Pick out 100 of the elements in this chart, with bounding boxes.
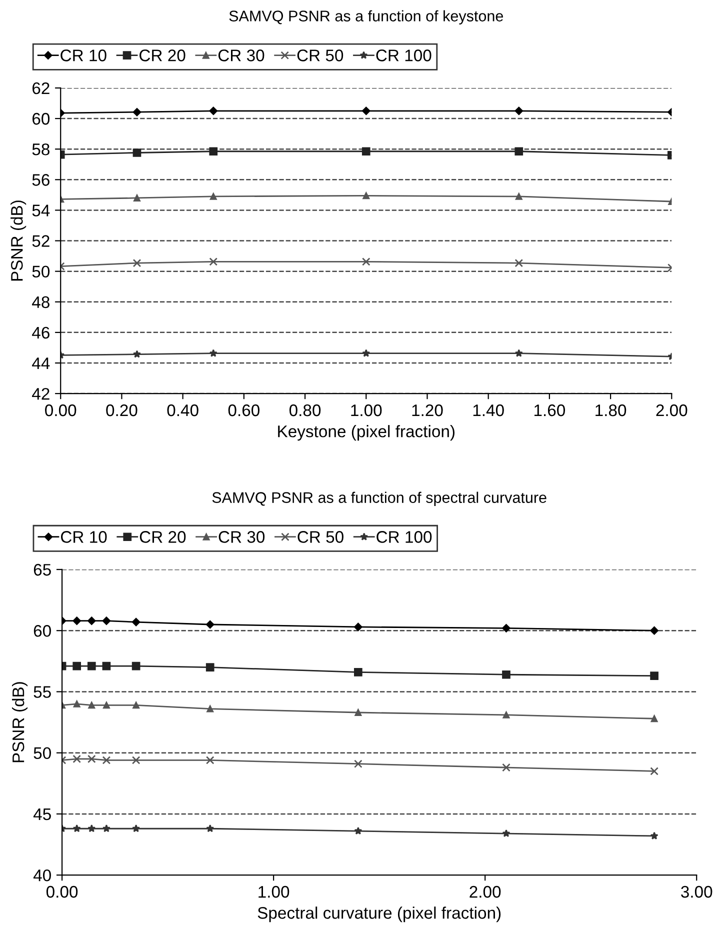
- point: [73, 700, 80, 708]
- y-tick-label: 50: [32, 266, 50, 278]
- point: [206, 824, 214, 832]
- y-tick-label: 44: [32, 358, 50, 370]
- x-axis-title: Keystone (pixel fraction): [278, 425, 454, 441]
- x-tick-label: 0.80: [289, 404, 321, 416]
- legend-label: CR 100: [376, 531, 432, 543]
- point: [502, 711, 510, 718]
- point: [132, 824, 140, 832]
- legend-label: CR 20: [140, 50, 186, 62]
- y-tick-label: 52: [32, 235, 50, 247]
- y-tick-label: 45: [33, 808, 51, 820]
- point: [650, 832, 658, 840]
- point: [502, 670, 510, 679]
- x-tick-label: 0.00: [46, 886, 78, 898]
- y-axis-title: PSNR (dB): [12, 682, 28, 762]
- point: [362, 258, 370, 266]
- y-axis-title: PSNR (dB): [10, 200, 26, 281]
- point: [650, 626, 658, 635]
- point: [650, 715, 658, 722]
- point: [132, 662, 140, 670]
- x-tick-label: 2.00: [470, 886, 501, 898]
- point: [72, 616, 81, 625]
- legend-label: CR 20: [140, 531, 186, 543]
- point: [102, 824, 110, 832]
- point: [206, 620, 214, 629]
- y-tick-label: 58: [32, 143, 50, 156]
- point: [206, 756, 214, 764]
- x-tick-label: 1.60: [534, 404, 566, 416]
- point: [209, 258, 218, 266]
- point: [502, 624, 510, 632]
- point: [206, 705, 214, 712]
- x-tick-label: 0.40: [167, 404, 198, 416]
- point: [88, 824, 96, 832]
- point: [514, 106, 524, 116]
- y-tick-label: 46: [32, 326, 50, 339]
- y-tick-label: 56: [32, 174, 50, 186]
- legend-label: CR 50: [298, 531, 344, 543]
- point: [354, 709, 362, 716]
- y-tick-label: 55: [34, 686, 51, 698]
- point: [362, 192, 370, 200]
- point: [502, 829, 510, 838]
- y-tick-label: 65: [34, 564, 51, 576]
- point: [132, 350, 141, 358]
- x-tick-label: 1.40: [473, 404, 504, 416]
- point: [87, 662, 96, 670]
- x-tick-label: 1.20: [412, 404, 443, 416]
- point: [88, 702, 96, 709]
- point: [209, 106, 218, 116]
- x-tick-label: 1.00: [258, 886, 290, 898]
- y-tick-label: 60: [34, 625, 51, 637]
- legend-label: CR 10: [60, 50, 106, 62]
- point: [102, 662, 111, 670]
- point: [132, 108, 142, 116]
- y-tick-label: 62: [32, 82, 50, 94]
- point: [514, 349, 523, 357]
- legend-label: CR 30: [218, 50, 264, 62]
- point: [132, 258, 142, 268]
- point: [354, 622, 362, 632]
- point: [102, 756, 111, 764]
- x-tick-label: 0.00: [45, 404, 76, 416]
- point: [502, 763, 510, 772]
- x-tick-label: 2.00: [656, 404, 688, 416]
- point: [650, 672, 658, 680]
- point: [87, 754, 96, 764]
- point: [209, 147, 218, 156]
- legend-label: CR 30: [218, 531, 265, 543]
- point: [72, 662, 82, 670]
- chart-title: SAMVQ PSNR as a function of keystone: [229, 10, 504, 24]
- y-tick-label: 60: [32, 112, 50, 125]
- point: [514, 147, 524, 156]
- y-tick-label: 42: [32, 388, 50, 400]
- point: [515, 192, 522, 200]
- point: [132, 618, 140, 626]
- point: [72, 824, 81, 832]
- point: [354, 668, 362, 676]
- point: [354, 826, 362, 835]
- point: [362, 106, 370, 116]
- chart-title: SAMVQ PSNR as a function of spectral curvature: [212, 492, 546, 506]
- point: [134, 194, 140, 202]
- x-tick-label: 1.00: [351, 404, 382, 416]
- x-tick-label: 0.60: [228, 404, 260, 416]
- point: [132, 756, 140, 764]
- legend-label: CR 50: [297, 50, 344, 62]
- point: [354, 760, 362, 768]
- y-tick-label: 48: [32, 296, 50, 308]
- x-axis-title: Spectral curvature (pixel fraction): [258, 906, 501, 922]
- point: [88, 616, 96, 625]
- point: [102, 702, 110, 709]
- point: [362, 349, 370, 357]
- point: [650, 767, 658, 776]
- y-tick-label: 40: [33, 869, 51, 882]
- point: [210, 192, 217, 200]
- point: [206, 663, 214, 672]
- y-tick-label: 54: [32, 204, 50, 216]
- point: [132, 148, 142, 157]
- point: [132, 702, 140, 709]
- legend-label: CR 100: [376, 50, 432, 62]
- point: [209, 349, 218, 357]
- point: [72, 754, 82, 764]
